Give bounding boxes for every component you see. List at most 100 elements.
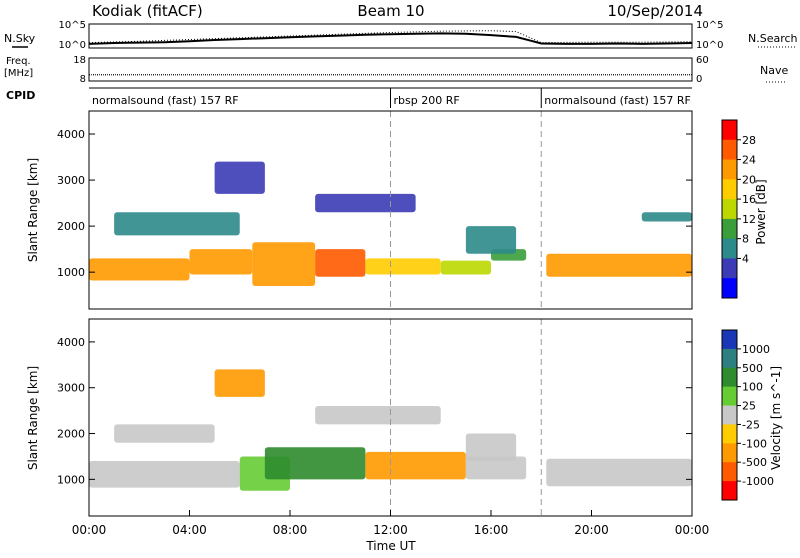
velocity-band-2 [264,447,366,480]
freq-panel-frame [88,57,693,82]
vel-cbar-tick-label: 500 [742,362,763,375]
power-cbar-tick-label: 8 [742,233,749,246]
vel-cbar-swatch [722,405,737,425]
power-cbar-swatch [722,159,737,180]
power-band-3 [315,249,366,277]
time-tick-label: 04:00 [172,523,207,537]
cpid-segment-label-2: normalsound (fast) 157 RF [544,94,691,107]
velocity-band-0 [89,461,240,488]
noise-panel-frame [88,23,693,49]
time-tick-label: 16:00 [474,523,509,537]
velocity-heatmap [89,319,692,516]
noise-series [88,30,693,45]
power-cbar-swatch [722,238,737,259]
beam-title: Beam 10 [357,2,424,20]
power-heatmap [89,111,692,309]
power-cbar-swatch [722,258,737,279]
vel-cbar-tick-label: -25 [742,418,760,431]
velocity-ytick-label: 4000 [57,336,85,349]
nave-label: Nave [760,64,788,77]
velocity-colorbar-title: Velocity [m s^-1] [769,366,783,470]
power-cbar-tick-label: 28 [742,134,756,147]
power-cbar-tick-label: 12 [742,213,756,226]
power-cbar-tick-label: 16 [742,193,756,206]
velocity-band-4 [465,456,527,480]
cpid-label: CPID [6,89,35,102]
vel-cbar-tick-label: 1000 [742,343,770,356]
power-ytick-label: 2000 [57,220,85,233]
date-title: 10/Sep/2014 [607,2,703,20]
vel-cbar-swatch [722,443,737,463]
vel-cbar-tick-label: 100 [742,381,763,394]
vel-cbar-swatch [722,386,737,407]
noise-left-tick-top: 10^5 [59,20,86,31]
velocity-axes: 1000 2000 3000 4000 [57,336,692,486]
velocity-band-3 [365,451,466,480]
noise-line-1 [88,30,693,44]
velocity-ytick-label: 1000 [57,473,85,486]
vel-cbar-swatch [722,330,737,350]
noise-left-tick-bottom: 10^0 [59,40,86,51]
station-title: Kodiak (fitACF) [92,2,203,20]
noise-line-0 [88,32,693,45]
velocity-band-7 [214,369,265,397]
time-tick-label: 00:00 [675,523,710,537]
vel-cbar-tick-label: -500 [742,456,767,469]
cpid-segments: normalsound (fast) 157 RF rbsp 200 RF norm… [92,88,691,108]
velocity-band-6 [114,424,215,443]
time-tick-label: 08:00 [273,523,308,537]
power-cbar-swatch [722,218,737,240]
power-band-4 [365,258,441,275]
velocity-band-9 [465,433,517,462]
vel-cbar-tick-label: -100 [742,437,767,450]
power-colorbar-title: Power [dB] [754,179,768,244]
power-panel-frame [88,110,693,310]
power-cbar-tick-label: 4 [742,252,749,265]
cpid-segment-label-0: normalsound (fast) 157 RF [92,94,239,107]
vel-cbar-swatch [722,367,737,388]
power-band-2 [252,242,316,286]
power-band-8 [114,212,240,236]
velocity-ylabel: Slant Range [km] [26,366,40,470]
power-cbar-swatch [722,199,737,220]
power-band-1 [189,249,253,275]
vel-cbar-swatch [722,348,737,369]
power-cbar-swatch [722,120,737,141]
vel-cbar-tick-label: 25 [742,400,756,413]
velocity-ytick-label: 2000 [57,428,85,441]
vel-cbar-swatch [722,481,737,501]
time-axis-label: Time UT [365,539,416,553]
cpid-segment-label-1: rbsp 200 RF [394,94,460,107]
power-band-0 [89,258,190,281]
noise-right-tick-top: 10^5 [696,20,723,31]
noise-left-label: N.Sky [4,32,36,45]
power-ylabel: Slant Range [km] [26,158,40,262]
power-band-7 [546,253,692,277]
power-ytick-label: 1000 [57,266,85,279]
freq-left-tick-bottom: 8 [80,74,86,85]
power-band-11 [465,226,517,254]
freq-right-tick-top: 60 [696,55,709,66]
velocity-band-8 [315,406,441,425]
vel-cbar-swatch [722,462,737,482]
time-tick-label: 00:00 [72,523,107,537]
power-cbar-swatch [722,278,737,299]
time-axis: 00:00 04:00 08:00 12:00 16:00 20:00 00:00 [72,510,710,537]
power-band-10 [315,193,416,213]
power-band-12 [641,212,692,222]
noise-right-label: N.Search [748,32,798,45]
power-band-5 [440,260,491,275]
time-tick-label: 20:00 [574,523,609,537]
time-tick-label: 12:00 [373,523,408,537]
power-ytick-label: 4000 [57,128,85,141]
power-axes: 1000 2000 3000 4000 [57,128,692,279]
freq-left-label-2: [MHz] [4,68,33,79]
freq-right-tick-bottom: 0 [696,74,702,85]
power-cbar-tick-label: 24 [742,154,756,167]
power-colorbar: 28 24 20 16 12 8 4 [721,119,756,299]
noise-right-tick-bottom: 10^0 [696,40,723,51]
vel-cbar-tick-label: -1000 [742,475,774,488]
freq-left-label-1: Freq. [6,56,31,67]
